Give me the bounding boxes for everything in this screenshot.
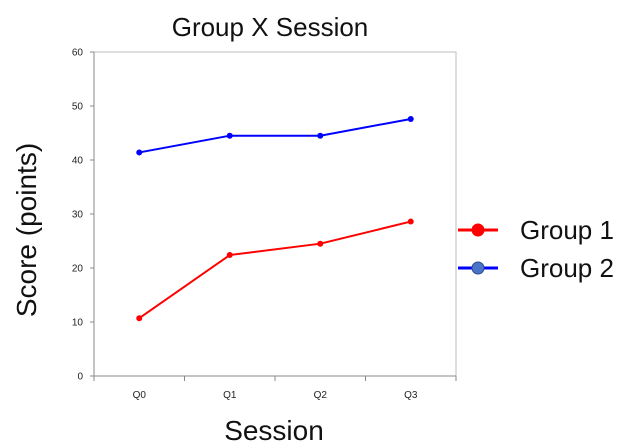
x-axis-label: Session [224, 415, 324, 442]
data-point [226, 132, 233, 139]
y-tick-label: 20 [72, 264, 84, 275]
data-point [317, 240, 324, 247]
y-tick-label: 30 [72, 210, 84, 221]
chart-title: Group X Session [172, 12, 369, 42]
data-point [226, 252, 233, 259]
x-tick-label: Q0 [133, 390, 147, 401]
data-point [317, 132, 324, 139]
legend-label: Group 2 [520, 253, 614, 283]
x-tick-label: Q1 [223, 390, 237, 401]
plot-area [93, 51, 457, 377]
series-1 [136, 218, 414, 322]
series-layer [136, 115, 414, 322]
y-tick-label: 0 [77, 372, 83, 383]
series-line [139, 117, 411, 154]
y-tick-label: 60 [72, 48, 84, 59]
axes: 0 10 20 30 40 50 60 Q0 Q1 Q2 Q3 [72, 48, 457, 401]
legend-marker [471, 261, 485, 275]
x-tick-label: Q3 [404, 390, 418, 401]
y-axis-label: Score (points) [11, 143, 42, 317]
data-point [407, 115, 414, 122]
data-point [136, 315, 143, 322]
x-tick-label: Q2 [314, 390, 328, 401]
legend-label: Group 1 [520, 215, 614, 245]
data-point [136, 149, 143, 156]
legend-item: Group 1 [458, 215, 614, 245]
legend: Group 1 Group 2 [458, 215, 614, 283]
y-tick-label: 40 [72, 156, 84, 167]
y-tick-label: 50 [72, 102, 84, 113]
legend-item: Group 2 [458, 253, 614, 283]
data-point [407, 218, 414, 225]
y-tick-label: 10 [72, 318, 84, 329]
series-line [138, 220, 411, 320]
legend-marker [471, 223, 485, 237]
series-2 [136, 115, 414, 156]
